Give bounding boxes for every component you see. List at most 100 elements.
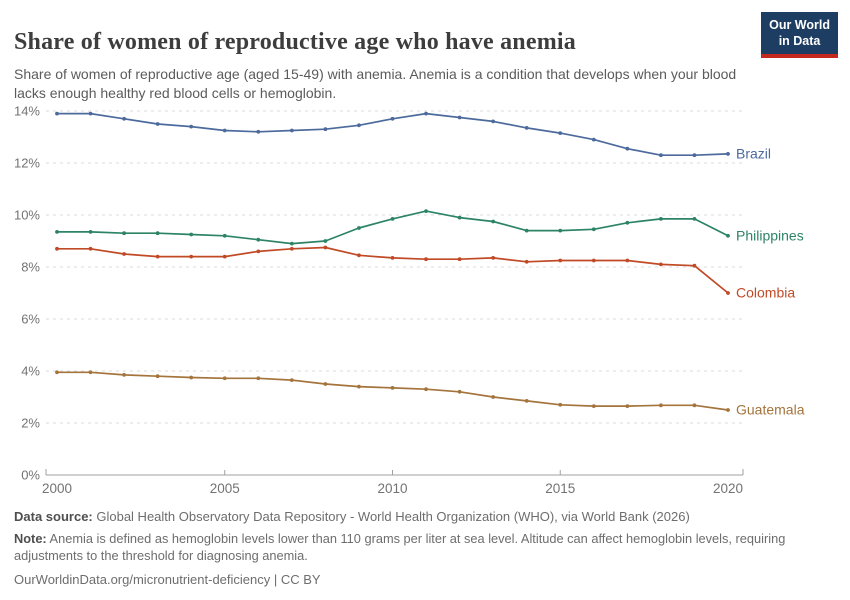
colombia-series-label[interactable]: Colombia (736, 285, 795, 301)
chart-footer: Data source: Global Health Observatory D… (14, 508, 836, 594)
philippines-point (357, 226, 361, 230)
y-tick-label: 6% (21, 312, 40, 327)
brazil-point (122, 116, 126, 121)
attribution-link[interactable]: OurWorldinData.org/micronutrient-deficie… (14, 571, 321, 587)
data-source-label: Data source: (14, 509, 93, 524)
guatemala-point (55, 370, 59, 375)
guatemala-point (726, 408, 730, 412)
x-tick-label: 2000 (42, 481, 72, 496)
colombia-point (155, 254, 160, 259)
x-tick-label: 2005 (210, 481, 240, 496)
y-tick-label: 14% (14, 104, 40, 119)
philippines-line[interactable] (56, 210, 729, 245)
philippines-point (289, 241, 294, 246)
colombia-point (323, 245, 328, 250)
philippines-point (457, 215, 462, 220)
brazil-point (625, 146, 630, 151)
guatemala-point (524, 399, 529, 403)
x-tick-label: 2010 (377, 481, 407, 496)
philippines-point (424, 209, 428, 213)
brazil-point (357, 123, 361, 128)
guatemala-point (357, 384, 361, 389)
colombia-point (289, 246, 294, 251)
owid-logo-line1: Our World (769, 18, 830, 32)
philippines-point (88, 230, 93, 234)
brazil-point (491, 119, 496, 124)
y-tick-label: 12% (14, 156, 40, 171)
brazil-point (55, 111, 59, 116)
guatemala-point (122, 373, 126, 377)
brazil-point (558, 131, 563, 135)
colombia-point (692, 263, 697, 268)
guatemala-point (189, 375, 194, 380)
colombia-point (558, 258, 563, 263)
guatemala-point (323, 382, 328, 386)
colombia-line[interactable] (56, 246, 729, 294)
guatemala-point (457, 389, 462, 394)
philippines-point (390, 217, 395, 221)
philippines-point (323, 239, 328, 243)
owid-logo-line2: in Data (778, 33, 821, 48)
philippines-point (256, 237, 261, 242)
colombia-point (189, 254, 194, 259)
colombia-point (122, 252, 126, 256)
colombia-point (457, 257, 462, 262)
guatemala-point (390, 386, 395, 390)
page-title: Share of women of reproductive age who h… (14, 29, 576, 56)
philippines-point (524, 228, 529, 233)
colombia-point (256, 249, 261, 254)
colombia-point (222, 254, 227, 259)
data-source-text: Global Health Observatory Data Repositor… (92, 509, 690, 524)
guatemala-point (155, 374, 160, 379)
colombia-point (88, 246, 93, 251)
brazil-point (726, 152, 730, 156)
philippines-point (222, 233, 227, 238)
data-source-line: Data source: Global Health Observatory D… (14, 508, 836, 525)
guatemala-point (659, 403, 663, 408)
brazil-point (189, 124, 194, 129)
colombia-point (491, 256, 496, 260)
guatemala-point (256, 376, 261, 381)
chart-area: 0% 2% 4% 6% 8% 10% 12% 14% 2000 2005 2010 2015 2020 B… (0, 100, 850, 500)
colombia-point (390, 256, 395, 260)
brazil-point (88, 111, 93, 116)
guatemala-point (625, 404, 630, 408)
note-text: Anemia is defined as hemoglobin levels l… (14, 531, 786, 564)
colombia-point (726, 291, 730, 295)
y-tick-label: 8% (21, 260, 40, 275)
guatemala-point (491, 395, 496, 399)
colombia-point (357, 253, 361, 258)
x-tick-label: 2020 (713, 481, 743, 496)
guatemala-point (591, 404, 596, 408)
guatemala-point (289, 378, 294, 382)
brazil-series-label[interactable]: Brazil (736, 145, 771, 161)
philippines-series-label[interactable]: Philippines (736, 227, 804, 243)
brazil-point (457, 115, 462, 120)
philippines-point (625, 220, 630, 225)
philippines-point (122, 231, 126, 236)
brazil-point (524, 126, 529, 130)
line-chart[interactable]: 0% 2% 4% 6% 8% 10% 12% 14% 2000 2005 2010 2015 2020 B… (0, 100, 850, 500)
philippines-point (726, 233, 730, 238)
owid-logo[interactable]: Our World in Data (761, 12, 838, 59)
philippines-point (558, 228, 563, 233)
brazil-point (155, 122, 160, 126)
y-tick-label: 10% (14, 208, 40, 223)
guatemala-point (88, 370, 93, 375)
colombia-point (659, 262, 663, 267)
brazil-point (222, 128, 227, 133)
brazil-point (659, 153, 663, 158)
philippines-point (189, 232, 194, 237)
colombia-point (424, 257, 428, 262)
philippines-point (491, 219, 496, 224)
philippines-point (659, 217, 663, 221)
philippines-point (692, 217, 697, 221)
colombia-point (591, 258, 596, 263)
brazil-point (424, 111, 428, 116)
brazil-point (323, 127, 328, 132)
colombia-point (625, 258, 630, 263)
guatemala-series-label[interactable]: Guatemala (736, 402, 805, 418)
guatemala-point (558, 402, 563, 407)
colombia-point (524, 259, 529, 264)
note-label: Note: (14, 531, 47, 547)
